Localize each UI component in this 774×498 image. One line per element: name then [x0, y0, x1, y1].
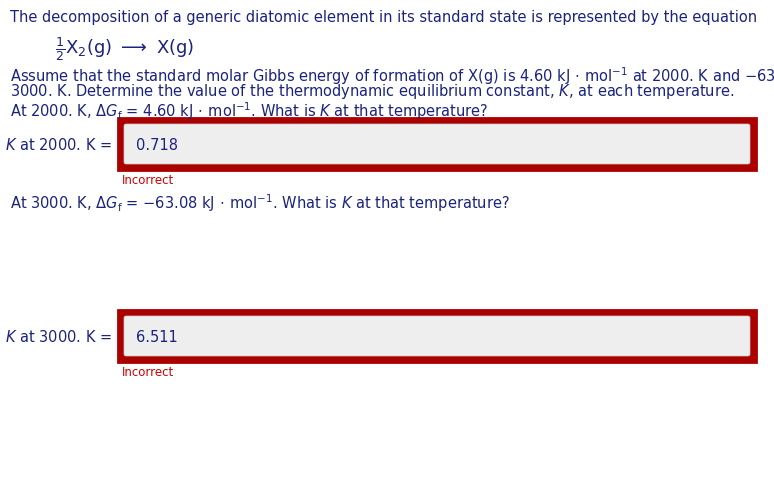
FancyBboxPatch shape	[118, 118, 756, 170]
Text: 3000. K. Determine the value of the thermodynamic equilibrium constant, $K$, at : 3000. K. Determine the value of the ther…	[10, 82, 735, 101]
FancyBboxPatch shape	[124, 316, 750, 356]
Text: At 3000. K, $\Delta G_\mathrm{f}$ = $-$63.08 kJ$\,\cdot\,$mol$^{-1}$. What is $K: At 3000. K, $\Delta G_\mathrm{f}$ = $-$6…	[10, 192, 510, 214]
Text: Assume that the standard molar Gibbs energy of formation of X(g) is 4.60 kJ$\,\c: Assume that the standard molar Gibbs ene…	[10, 65, 774, 87]
Text: $\frac{1}{2}$X$_2$(g) $\longrightarrow$ X(g): $\frac{1}{2}$X$_2$(g) $\longrightarrow$ …	[55, 35, 194, 63]
Text: At 2000. K, $\Delta G_\mathrm{f}$ = 4.60 kJ$\,\cdot\,$mol$^{-1}$. What is $K$ at: At 2000. K, $\Delta G_\mathrm{f}$ = 4.60…	[10, 100, 488, 122]
Text: Incorrect: Incorrect	[122, 366, 174, 379]
Text: Incorrect: Incorrect	[122, 174, 174, 187]
FancyBboxPatch shape	[124, 124, 750, 164]
Text: 0.718: 0.718	[136, 137, 178, 152]
FancyBboxPatch shape	[118, 310, 756, 362]
Text: The decomposition of a generic diatomic element in its standard state is represe: The decomposition of a generic diatomic …	[10, 10, 757, 25]
Text: $K$ at 2000. K =: $K$ at 2000. K =	[5, 137, 112, 153]
Text: $K$ at 3000. K =: $K$ at 3000. K =	[5, 329, 112, 345]
Text: 6.511: 6.511	[136, 330, 178, 345]
